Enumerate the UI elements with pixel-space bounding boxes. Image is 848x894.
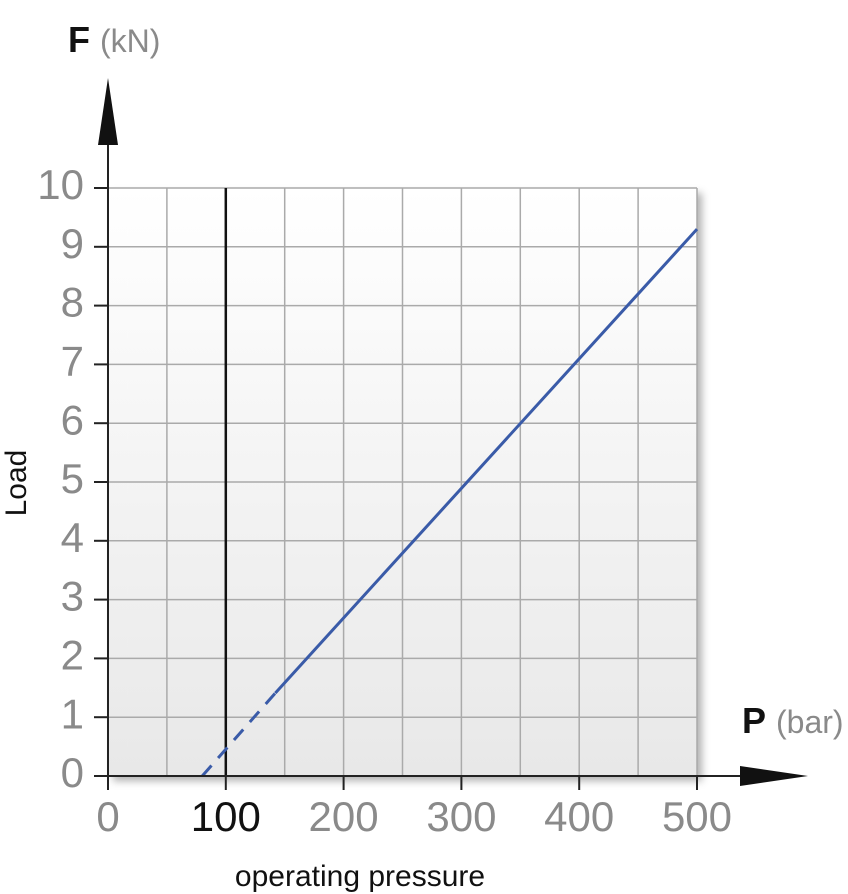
x-tick-label: 200 — [309, 793, 379, 840]
y-axis-arrow — [98, 78, 118, 145]
data-line — [274, 228, 699, 695]
x-tick-label: 100 — [191, 793, 261, 840]
x-unit: (bar) — [776, 704, 844, 740]
y-axis-label: Load — [0, 450, 33, 517]
y-tick-label: 6 — [61, 396, 84, 443]
y-unit: (kN) — [100, 23, 160, 59]
x-tick-label: 300 — [426, 793, 496, 840]
y-tick-label: 3 — [61, 573, 84, 620]
x-tick-label: 500 — [662, 793, 732, 840]
x-tick-label: 0 — [96, 793, 119, 840]
y-tick-label: 9 — [61, 220, 84, 267]
x-axis-label: operating pressure — [235, 860, 485, 893]
y-tick-label: 2 — [61, 631, 84, 678]
x-symbol: P — [742, 700, 766, 741]
x-axis-arrow — [740, 766, 808, 786]
y-tick-label: 4 — [61, 514, 84, 561]
y-tick-label: 8 — [61, 279, 84, 326]
y-tick-label: 1 — [61, 690, 84, 737]
y-tick-label: 5 — [61, 455, 84, 502]
y-tick-label: 7 — [61, 337, 84, 384]
x-tick-label: 400 — [544, 793, 614, 840]
data-line — [201, 692, 277, 777]
y-tick-label: 0 — [61, 749, 84, 796]
y-tick-label: 10 — [37, 161, 84, 208]
y-symbol: F — [68, 19, 90, 60]
